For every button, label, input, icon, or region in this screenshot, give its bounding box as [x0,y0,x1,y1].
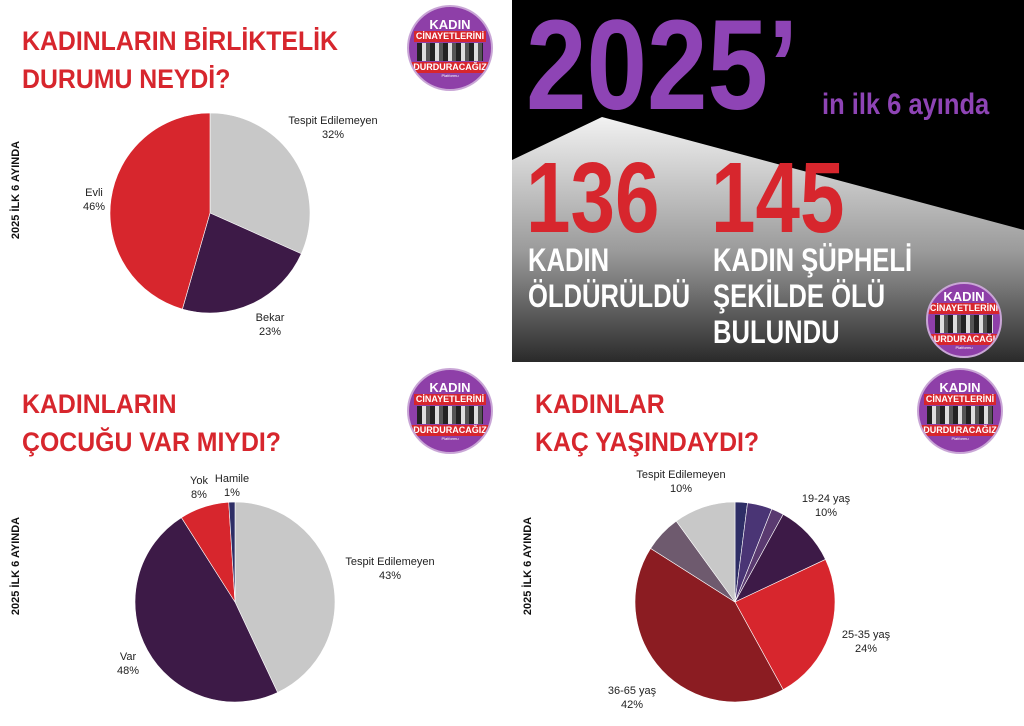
slice-label: 36-65 yaş 42% [607,685,657,711]
platform-logo: KADIN CİNAYETLERİNİ DURDURACAĞIZ Platformu [926,282,1002,358]
platform-logo: KADIN CİNAYETLERİNİ DURDURACAĞIZ Platformu [917,368,1003,454]
pie-slice-tespit-edilemeyen [209,112,311,255]
stat-killed-label: KADIN ÖLDÜRÜLDÜ [528,242,691,314]
pie-slice-evli [109,112,211,310]
pie-chart-2 [134,501,336,703]
slice-label: Var 48% [116,651,140,677]
title-line: ÇOCUĞU VAR MIYDI? [22,427,281,457]
pie-slice-tespit-edilemeyen [675,501,736,603]
slice-label: Evli 46% [82,187,106,213]
pie-slice-bekar [181,212,302,314]
stat-suspicious-label: KADIN ŞÜPHELİ ŞEKİLDE ÖLÜ BULUNDU [713,242,913,350]
chart-title: KADINLARIN ÇOCUĞU VAR MIYDI? [22,385,281,461]
slice-label: Bekar 23% [255,312,285,338]
pie-slice-var [134,517,278,703]
chart-title: KADINLAR KAÇ YAŞINDAYDI? [535,385,759,461]
light-beam [512,117,1024,362]
headline-year: 2025’ [526,0,799,137]
slice-label: 19-24 yaş 10% [801,493,851,519]
title-line: KADINLARIN BİRLİKTELİK [22,26,339,56]
title-line: KAÇ YAŞINDAYDI? [535,427,760,457]
platform-logo: KADIN CİNAYETLERİNİ DURDURACAĞIZ Platformu [407,368,493,454]
slice-label: Tespit Edilemeyen 43% [345,556,435,582]
headline-suffix: in ilk 6 ayında [822,88,990,121]
pie-chart-3 [634,501,836,703]
slice-label: Tespit Edilemeyen 32% [288,115,378,141]
title-line: KADINLAR [535,389,665,419]
slice-label: Yok 8% [190,475,208,501]
pie-chart-1 [109,112,311,314]
chart-title: KADINLARIN BİRLİKTELİK DURUMU NEYDİ? [22,22,338,98]
title-line: DURUMU NEYDİ? [22,64,231,94]
stat-suspicious-number: 145 [711,142,845,254]
title-line: KADINLARIN [22,389,177,419]
platform-logo: KADIN CİNAYETLERİNİ DURDURACAĞIZ Platformu [407,5,493,91]
stat-killed-number: 136 [526,142,660,254]
slice-label: Hamile 1% [214,473,250,499]
pie-slice-36-65-yaş [634,548,784,703]
slice-label: 25-35 yaş 24% [841,629,891,655]
pie-slice-25-35-yaş [734,559,836,691]
slice-label: Tespit Edilemeyen 10% [636,469,726,495]
pie-slice-tespit-edilemeyen [234,501,336,693]
pie-slice-hamile [228,501,236,603]
